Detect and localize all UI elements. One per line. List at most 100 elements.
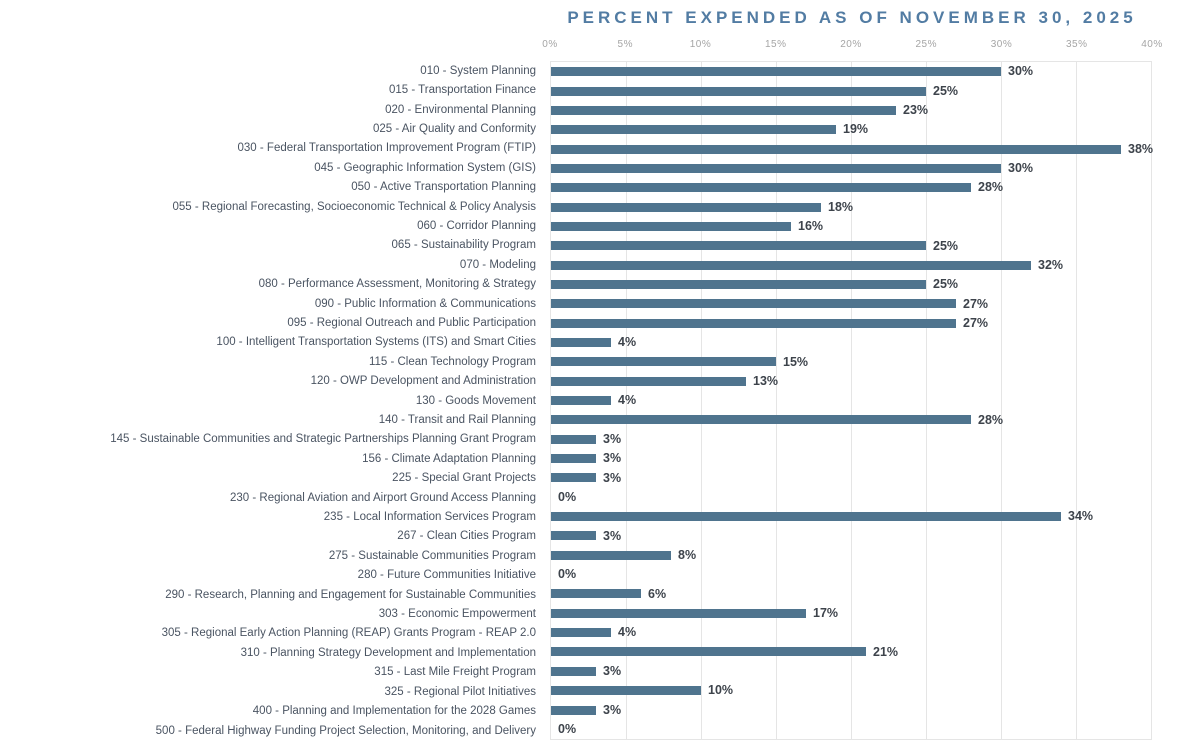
value-label: 25% xyxy=(933,238,959,253)
category-label: 275 - Sustainable Communities Program xyxy=(328,549,536,562)
category-label: 045 - Geographic Information System (GIS… xyxy=(314,161,536,174)
axis-tick-label: 30% xyxy=(990,39,1013,50)
gridline xyxy=(626,62,627,739)
bar-row: 27% xyxy=(551,313,1151,332)
bar xyxy=(551,163,1001,173)
category-label: 315 - Last Mile Freight Program xyxy=(374,666,536,679)
value-label: 25% xyxy=(933,83,959,98)
category-label: 095 - Regional Outreach and Public Parti… xyxy=(287,316,536,329)
value-label: 10% xyxy=(708,683,734,698)
value-label: 16% xyxy=(798,219,824,234)
category-label: 030 - Federal Transportation Improvement… xyxy=(237,142,536,155)
value-label: 3% xyxy=(603,702,622,717)
bar-row: 3% xyxy=(551,662,1151,681)
gridline xyxy=(851,62,852,739)
bar-row: 30% xyxy=(551,62,1151,81)
category-label: 080 - Performance Assessment, Monitoring… xyxy=(258,278,536,291)
bar-row: 3% xyxy=(551,700,1151,719)
value-label: 3% xyxy=(603,664,622,679)
bar-row: 0% xyxy=(551,565,1151,584)
bar xyxy=(551,86,926,96)
bar-row: 25% xyxy=(551,275,1151,294)
value-label: 30% xyxy=(1008,64,1034,79)
bar xyxy=(551,144,1121,154)
bar xyxy=(551,202,821,212)
value-label: 28% xyxy=(978,180,1004,195)
category-label: 010 - System Planning xyxy=(420,64,536,77)
bar-row: 4% xyxy=(551,333,1151,352)
category-label: 145 - Sustainable Communities and Strate… xyxy=(110,433,536,446)
value-label: 27% xyxy=(963,296,989,311)
category-label: 235 - Local Information Services Program xyxy=(323,511,536,524)
bar xyxy=(551,473,596,483)
bar xyxy=(551,183,971,193)
category-label: 055 - Regional Forecasting, Socioeconomi… xyxy=(172,200,536,213)
value-label: 4% xyxy=(618,335,637,350)
value-label: 3% xyxy=(603,431,622,446)
value-label: 38% xyxy=(1128,141,1154,156)
bar-row: 0% xyxy=(551,720,1151,739)
axis-tick-label: 10% xyxy=(689,39,712,50)
bar xyxy=(551,396,611,406)
bar-row: 25% xyxy=(551,81,1151,100)
category-label: 156 - Climate Adaptation Planning xyxy=(362,452,536,465)
bar-row: 10% xyxy=(551,681,1151,700)
category-label: 267 - Clean Cities Program xyxy=(397,530,536,543)
value-label: 4% xyxy=(618,393,637,408)
bar-row: 23% xyxy=(551,101,1151,120)
category-label: 310 - Planning Strategy Development and … xyxy=(240,646,536,659)
bar xyxy=(551,686,701,696)
value-label: 32% xyxy=(1038,257,1064,272)
gridline xyxy=(1001,62,1002,739)
category-label: 290 - Research, Planning and Engagement … xyxy=(165,588,536,601)
bar-row: 28% xyxy=(551,178,1151,197)
bar-row: 27% xyxy=(551,294,1151,313)
axis-tick-label: 20% xyxy=(840,39,862,50)
value-label: 4% xyxy=(618,625,637,640)
category-label: 065 - Sustainability Program xyxy=(391,239,536,252)
bar xyxy=(551,357,776,367)
bar-row: 19% xyxy=(551,120,1151,139)
category-label: 115 - Clean Technology Program xyxy=(368,355,536,368)
bar xyxy=(551,628,611,638)
category-label: 400 - Planning and Implementation for th… xyxy=(252,705,536,718)
category-label: 060 - Corridor Planning xyxy=(417,219,536,232)
bar-row: 3% xyxy=(551,526,1151,545)
axis-tick-label: 40% xyxy=(1141,39,1163,50)
category-label: 025 - Air Quality and Conformity xyxy=(373,122,536,135)
gridline xyxy=(776,62,777,739)
bar-row: 3% xyxy=(551,430,1151,449)
bar-row: 0% xyxy=(551,488,1151,507)
bar xyxy=(551,512,1061,522)
axis-tick-label: 0% xyxy=(542,39,558,50)
bar-row: 8% xyxy=(551,546,1151,565)
bar xyxy=(551,647,866,657)
category-label: 230 - Regional Aviation and Airport Grou… xyxy=(229,491,536,504)
value-label: 27% xyxy=(963,315,989,330)
category-label: 070 - Modeling xyxy=(459,258,536,271)
bar-row: 30% xyxy=(551,159,1151,178)
bar xyxy=(551,376,746,386)
category-label: 140 - Transit and Rail Planning xyxy=(378,414,536,427)
value-label: 21% xyxy=(873,644,899,659)
bar-row: 3% xyxy=(551,468,1151,487)
value-label: 3% xyxy=(603,528,622,543)
bar xyxy=(551,337,611,347)
bar-row: 6% xyxy=(551,584,1151,603)
value-label: 15% xyxy=(783,354,809,369)
value-label: 8% xyxy=(678,548,697,563)
category-label: 500 - Federal Highway Funding Project Se… xyxy=(155,724,536,737)
value-label: 6% xyxy=(648,586,667,601)
axis-tick-label: 35% xyxy=(1065,39,1088,50)
gridline xyxy=(701,62,702,739)
bar-row: 32% xyxy=(551,255,1151,274)
bar-row: 3% xyxy=(551,449,1151,468)
category-label: 325 - Regional Pilot Initiatives xyxy=(384,685,537,698)
bar-row: 21% xyxy=(551,642,1151,661)
value-label: 3% xyxy=(603,451,622,466)
bar xyxy=(551,454,596,464)
value-label: 34% xyxy=(1068,509,1094,524)
bars: 30% 25% 23% 19% 38% 30% 28% 18% 16% 25% 32% 25% 27% 2… xyxy=(551,62,1154,739)
chart-title: PERCENT EXPENDED AS OF NOVEMBER 30, 2025 xyxy=(567,8,1137,27)
category-label: 280 - Future Communities Initiative xyxy=(357,569,536,582)
